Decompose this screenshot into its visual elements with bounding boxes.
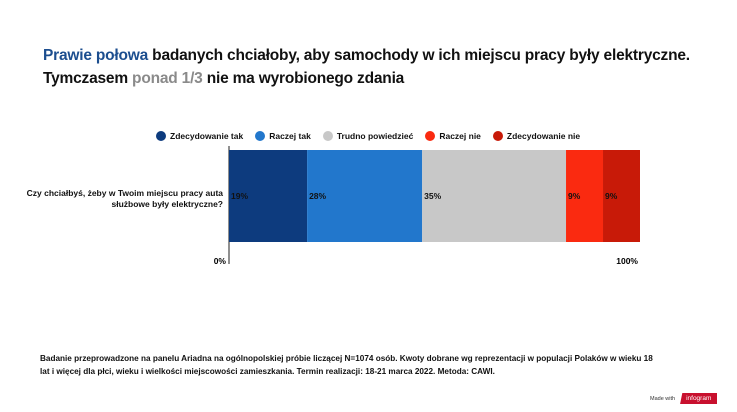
bar-segment-0[interactable] [229, 150, 308, 242]
chart-legend: Zdecydowanie tak Raczej tak Trudno powiedz… [156, 129, 592, 143]
data-label-3: 9% [568, 191, 581, 201]
title-highlight-1: Prawie połowa [43, 47, 149, 64]
data-label-1: 28% [309, 191, 326, 201]
legend-swatch [156, 131, 166, 141]
bar-segment-4[interactable] [603, 150, 640, 242]
legend-swatch [425, 131, 436, 141]
footnote: Badanie przeprowadzone na panelu Ariadna… [40, 354, 653, 376]
legend-item-2[interactable]: Trudno powiedzieć [322, 131, 414, 141]
bar-segment-3[interactable] [566, 150, 604, 242]
x-tick-label-start: 0% [214, 256, 227, 266]
infogram-logo[interactable]: infogram [680, 393, 718, 404]
legend-item-3[interactable]: Raczej nie [425, 131, 481, 141]
title-line-1-rest: badanych chciałoby, aby samochody w ich … [148, 47, 690, 64]
legend-label: Zdecydowanie tak [170, 131, 244, 141]
legend-swatch [255, 131, 266, 141]
legend-swatch [322, 131, 333, 141]
made-with-badge[interactable]: Made with infogram [650, 393, 718, 404]
legend-label: Raczej tak [269, 131, 311, 141]
title-line-1: Prawie połowa badanych chciałoby, aby sa… [43, 44, 723, 67]
title-line-2: Tymczasem ponad 1/3 nie ma wyrobionego z… [43, 67, 723, 90]
title-line-2-rest: nie ma wyrobionego zdania [202, 70, 405, 87]
bar-segment-2[interactable] [422, 150, 567, 242]
x-tick-label-end: 100% [616, 256, 638, 266]
data-label-2: 35% [424, 191, 441, 201]
legend-label: Raczej nie [439, 131, 481, 141]
bar-segment-1[interactable] [307, 150, 423, 242]
title-line-2-start: Tymczasem [43, 70, 133, 87]
category-label: Czy chciałbyś, żeby w Twoim miejscu prac… [26, 188, 223, 209]
legend-item-0[interactable]: Zdecydowanie tak [156, 131, 243, 141]
title-highlight-2: ponad 1/3 [132, 70, 203, 87]
legend-label: Zdecydowanie nie [506, 131, 581, 141]
legend-item-4[interactable]: Zdecydowanie nie [492, 131, 581, 141]
made-with-label: Made with [650, 395, 676, 402]
data-label-0: 19% [231, 191, 248, 201]
legend-label: Trudno powiedzieć [336, 131, 414, 141]
legend-swatch [492, 131, 503, 141]
chart-title: Prawie połowa badanych chciałoby, aby sa… [43, 44, 723, 90]
data-label-4: 9% [605, 191, 618, 201]
legend-item-1[interactable]: Raczej tak [255, 131, 311, 141]
